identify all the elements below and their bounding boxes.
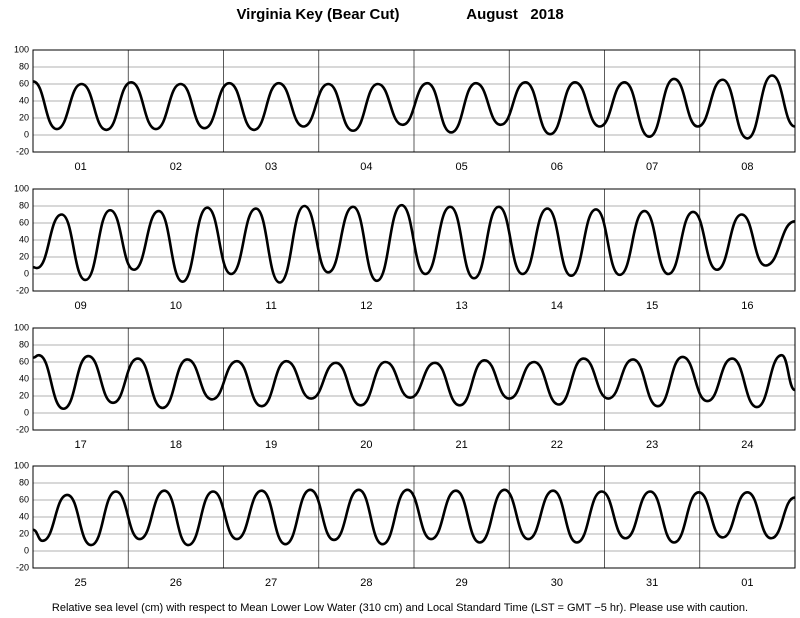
plot-frame	[32, 188, 796, 292]
y-tick-label: 100	[14, 322, 29, 332]
y-tick-label: 40	[19, 511, 29, 521]
x-tick-label: 08	[741, 161, 753, 173]
x-tick-label: 10	[170, 300, 182, 312]
x-tick-label: 12	[360, 300, 372, 312]
x-tick-label: 28	[360, 577, 372, 589]
x-tick-label: 26	[170, 577, 182, 589]
x-tick-label: 01	[75, 161, 87, 173]
panel: -20 0 20 40 60 80 100 25 26 27 28 29 30 31 01	[14, 460, 796, 589]
tide-curve	[33, 353, 795, 411]
y-tick-label: 80	[19, 200, 29, 210]
x-tick-label: 17	[75, 439, 87, 451]
x-tick-label: 16	[741, 300, 753, 312]
panel: -20 0 20 40 60 80 100 17 18 19 20 21 22 23 24	[14, 322, 796, 451]
x-tick-label: 29	[456, 577, 468, 589]
x-tick-label: 22	[551, 439, 563, 451]
x-tick-label: 23	[646, 439, 658, 451]
x-tick-label: 05	[456, 161, 468, 173]
y-tick-label: -20	[16, 285, 29, 295]
y-tick-label: 0	[24, 129, 29, 139]
plot-frame	[32, 49, 796, 153]
y-tick-label: 100	[14, 183, 29, 193]
x-tick-label: 24	[741, 439, 753, 451]
plot-frame	[32, 465, 796, 569]
plot-frame	[32, 327, 796, 431]
chart-subtitle: August 2018	[466, 6, 564, 23]
footnote: Relative sea level (cm) with respect to …	[52, 602, 748, 614]
chart-title: Virginia Key (Bear Cut)	[236, 6, 399, 23]
x-tick-label: 06	[551, 161, 563, 173]
y-tick-label: 20	[19, 251, 29, 261]
y-tick-label: 20	[19, 112, 29, 122]
x-tick-label: 09	[75, 300, 87, 312]
y-tick-label: 60	[19, 217, 29, 227]
x-tick-label: 11	[265, 300, 276, 312]
x-tick-label: 04	[360, 161, 372, 173]
y-tick-label: 0	[24, 407, 29, 417]
y-tick-label: 40	[19, 373, 29, 383]
x-tick-label: 07	[646, 161, 658, 173]
y-tick-label: 60	[19, 494, 29, 504]
x-tick-label: 02	[170, 161, 182, 173]
x-tick-label: 20	[360, 439, 372, 451]
tide-curve	[33, 203, 795, 284]
y-tick-label: -20	[16, 424, 29, 434]
x-tick-label: 03	[265, 161, 277, 173]
y-tick-label: 40	[19, 234, 29, 244]
y-tick-label: 60	[19, 356, 29, 366]
x-tick-label: 01	[741, 577, 753, 589]
y-tick-label: 0	[24, 545, 29, 555]
x-tick-label: 15	[646, 300, 658, 312]
y-tick-label: 80	[19, 339, 29, 349]
x-tick-label: 30	[551, 577, 563, 589]
y-tick-label: -20	[16, 562, 29, 572]
x-tick-label: 25	[75, 577, 87, 589]
y-tick-label: 40	[19, 95, 29, 105]
x-tick-label: 21	[456, 439, 468, 451]
y-tick-label: 100	[14, 44, 29, 54]
y-tick-label: -20	[16, 146, 29, 156]
x-tick-label: 18	[170, 439, 182, 451]
y-tick-label: 100	[14, 460, 29, 470]
y-tick-label: 0	[24, 268, 29, 278]
x-tick-label: 13	[456, 300, 468, 312]
panel: -20 0 20 40 60 80 100 09 10 11 12 13 14 15 16	[14, 183, 796, 312]
y-tick-label: 20	[19, 528, 29, 538]
y-tick-label: 80	[19, 61, 29, 71]
tide-curve	[33, 74, 795, 140]
x-tick-label: 27	[265, 577, 277, 589]
x-tick-label: 31	[646, 577, 658, 589]
panel: -20 0 20 40 60 80 100 01 02 03 04 05 06 07 08	[14, 44, 796, 173]
y-tick-label: 60	[19, 78, 29, 88]
x-tick-label: 14	[551, 300, 563, 312]
x-tick-label: 19	[265, 439, 277, 451]
y-tick-label: 20	[19, 390, 29, 400]
tide-curve	[33, 488, 795, 547]
y-tick-label: 80	[19, 477, 29, 487]
